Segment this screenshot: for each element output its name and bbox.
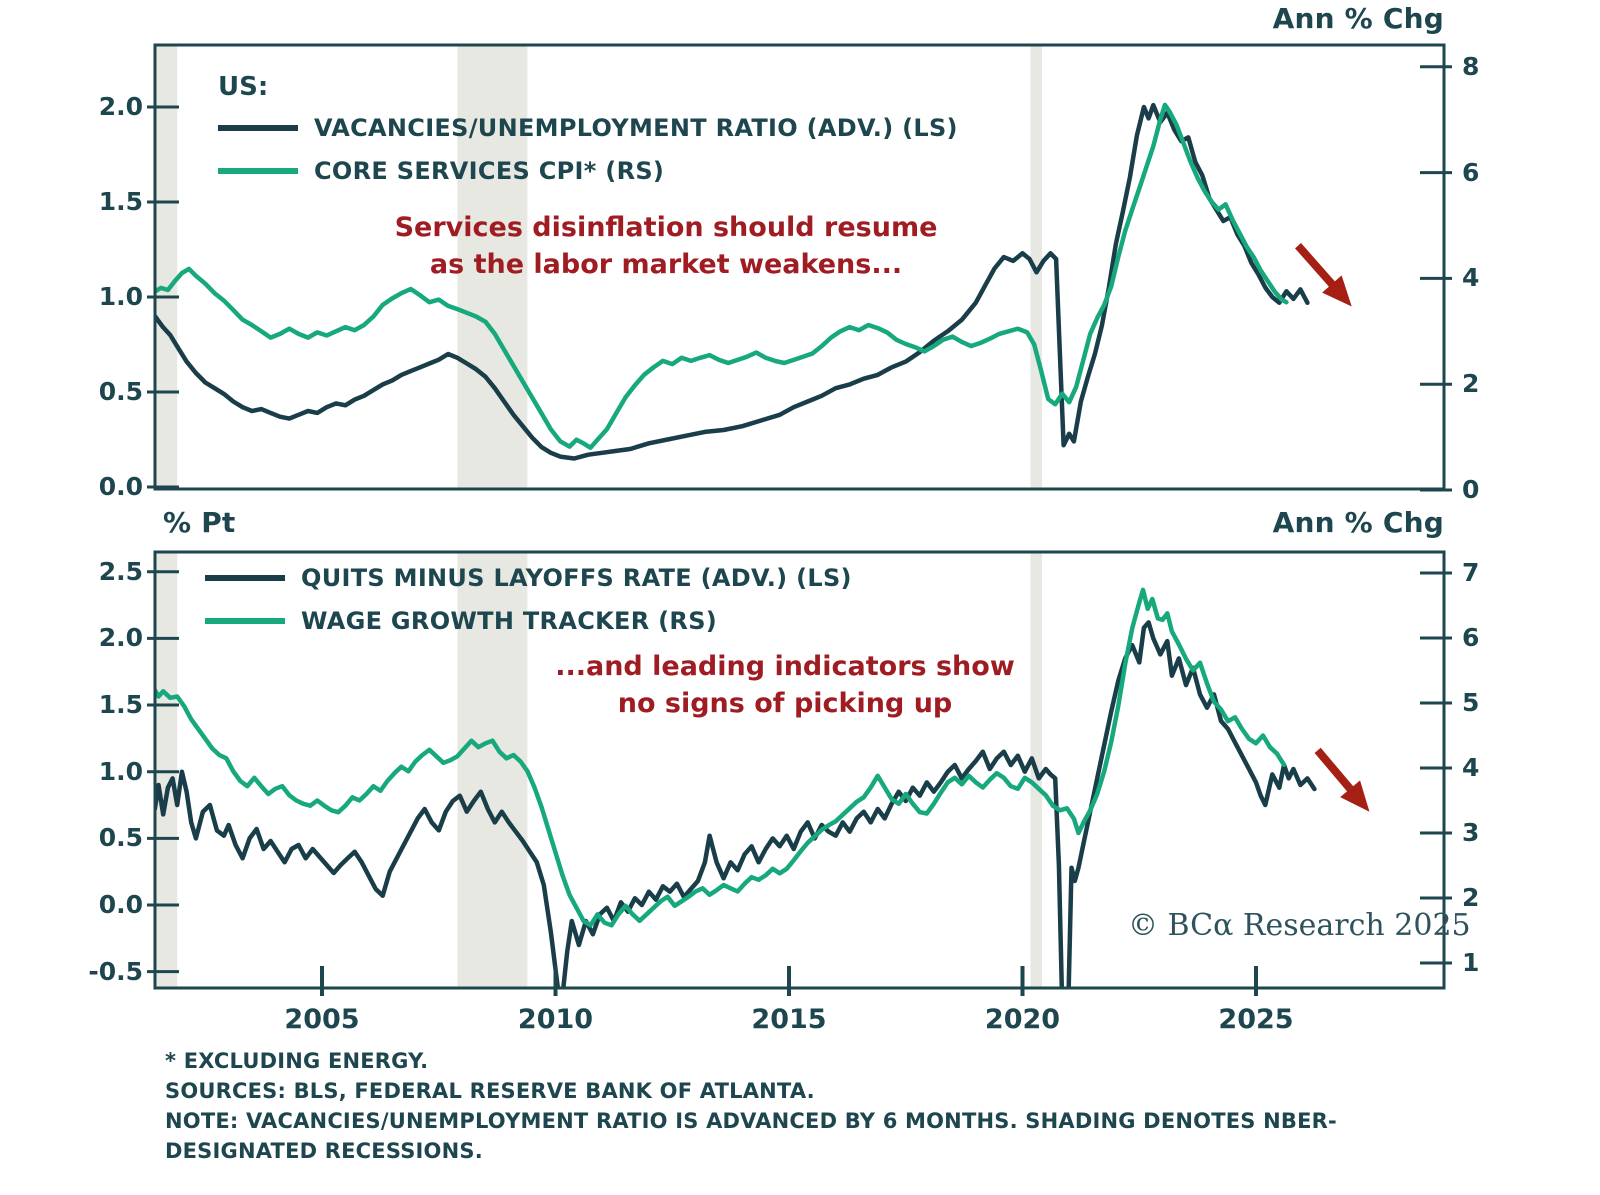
line-swatch-dark (218, 124, 298, 131)
downtrend-arrow (1314, 747, 1370, 812)
series-line-top-1 (155, 102, 1289, 450)
y-axis-label-right: 1 (1462, 948, 1480, 977)
x-axis-year-label: 2020 (984, 1004, 1061, 1035)
y-axis-label-right: 4 (1462, 753, 1480, 782)
footnote-line: DESIGNATED RECESSIONS. (165, 1139, 483, 1163)
bottom-right-axis-title: Ann % Chg (1272, 506, 1444, 539)
y-axis-label-right: 4 (1462, 263, 1480, 293)
y-axis-label-right: 6 (1462, 157, 1480, 187)
top-right-axis-title: Ann % Chg (1272, 2, 1444, 35)
y-axis-label-left: 0.0 (98, 890, 143, 919)
copyright-bca-research: © BCα Research 2025 (1128, 908, 1471, 943)
x-axis-year-label: 2010 (517, 1004, 594, 1035)
y-axis-label-left: 2.0 (98, 92, 143, 121)
recession-band (155, 552, 178, 988)
panel-border (153, 550, 1446, 990)
y-axis-label-left: 0.5 (98, 823, 143, 853)
y-axis-label-right: 2 (1462, 369, 1480, 399)
series-line-top-0 (155, 102, 1310, 461)
y-axis-label-right: 7 (1462, 558, 1480, 587)
annotation-line: as the labor market weakens... (429, 249, 903, 280)
y-axis-label-left: 0.5 (98, 377, 143, 406)
annotation-line: ...and leading indicators show (555, 651, 1015, 682)
legend-item-core-services-cpi: CORE SERVICES CPI* (RS) (218, 149, 958, 192)
legend-title: US: (218, 72, 269, 102)
annotation-leading-indicators: ...and leading indicators show no signs … (455, 648, 1115, 722)
recession-band (155, 45, 178, 489)
footnote-line: SOURCES: BLS, FEDERAL RESERVE BANK OF AT… (165, 1079, 815, 1103)
x-axis-year-label: 2015 (751, 1004, 827, 1035)
footnote-line: NOTE: VACANCIES/UNEMPLOYMENT RATIO IS AD… (165, 1109, 1337, 1133)
series-line-bottom-1 (155, 587, 1287, 928)
arrow-shaft (1295, 243, 1339, 292)
legend-label: WAGE GROWTH TRACKER (RS) (301, 606, 718, 635)
line-swatch-green (205, 617, 285, 624)
arrow-shaft (1314, 747, 1358, 796)
legend-label: VACANCIES/UNEMPLOYMENT RATIO (ADV.) (LS) (314, 113, 958, 142)
annotation-line: no signs of picking up (617, 688, 953, 719)
y-axis-label-right: 6 (1462, 623, 1480, 652)
y-axis-label-right: 8 (1462, 51, 1480, 81)
downtrend-arrow (1295, 243, 1352, 307)
y-axis-label-left: 1.0 (98, 756, 143, 786)
y-axis-label-left: 1.5 (98, 187, 143, 216)
line-swatch-dark (205, 574, 285, 581)
y-axis-label-left: 1.0 (98, 282, 143, 311)
panel-top (147, 43, 1452, 492)
x-axis-year-label: 2025 (1218, 1004, 1294, 1035)
y-axis-label-right: 3 (1462, 818, 1480, 847)
legend-label: CORE SERVICES CPI* (RS) (314, 156, 665, 185)
line-swatch-green (218, 167, 298, 174)
arrow-head-icon (1340, 780, 1370, 812)
y-axis-label-left: 2.5 (98, 556, 143, 586)
y-axis-label-left: 2.0 (98, 623, 143, 653)
legend-bottom-panel: QUITS MINUS LAYOFFS RATE (ADV.) (LS) WAG… (205, 556, 852, 642)
y-axis-label-left: 0.0 (98, 472, 143, 501)
y-axis-label-right: 0 (1462, 475, 1480, 504)
annotation-line: Services disinflation should resume (394, 212, 938, 243)
footnotes: * EXCLUDING ENERGY. SOURCES: BLS, FEDERA… (165, 1046, 1337, 1166)
legend-label: QUITS MINUS LAYOFFS RATE (ADV.) (LS) (301, 563, 852, 592)
y-axis-label-left: 1.5 (98, 690, 143, 720)
legend-item-wage-growth-tracker: WAGE GROWTH TRACKER (RS) (205, 599, 852, 642)
recession-band (457, 552, 528, 988)
bottom-left-axis-title: % Pt (163, 506, 236, 539)
annotation-services-disinflation: Services disinflation should resume as t… (336, 209, 996, 283)
legend-item-vacancies-unemployment: VACANCIES/UNEMPLOYMENT RATIO (ADV.) (LS) (218, 106, 958, 149)
panel-border (153, 43, 1446, 491)
arrow-head-icon (1322, 275, 1352, 307)
legend-item-quits-minus-layoffs: QUITS MINUS LAYOFFS RATE (ADV.) (LS) (205, 556, 852, 599)
y-axis-label-left: -0.5 (88, 956, 143, 986)
footnote-line: * EXCLUDING ENERGY. (165, 1049, 429, 1073)
x-axis-year-label: 2005 (284, 1004, 360, 1035)
y-axis-label-right: 5 (1462, 688, 1480, 717)
panel-bottom (147, 550, 1452, 990)
y-axis-label-right: 2 (1462, 883, 1480, 912)
legend-top-panel: US: VACANCIES/UNEMPLOYMENT RATIO (ADV.) … (218, 72, 958, 192)
